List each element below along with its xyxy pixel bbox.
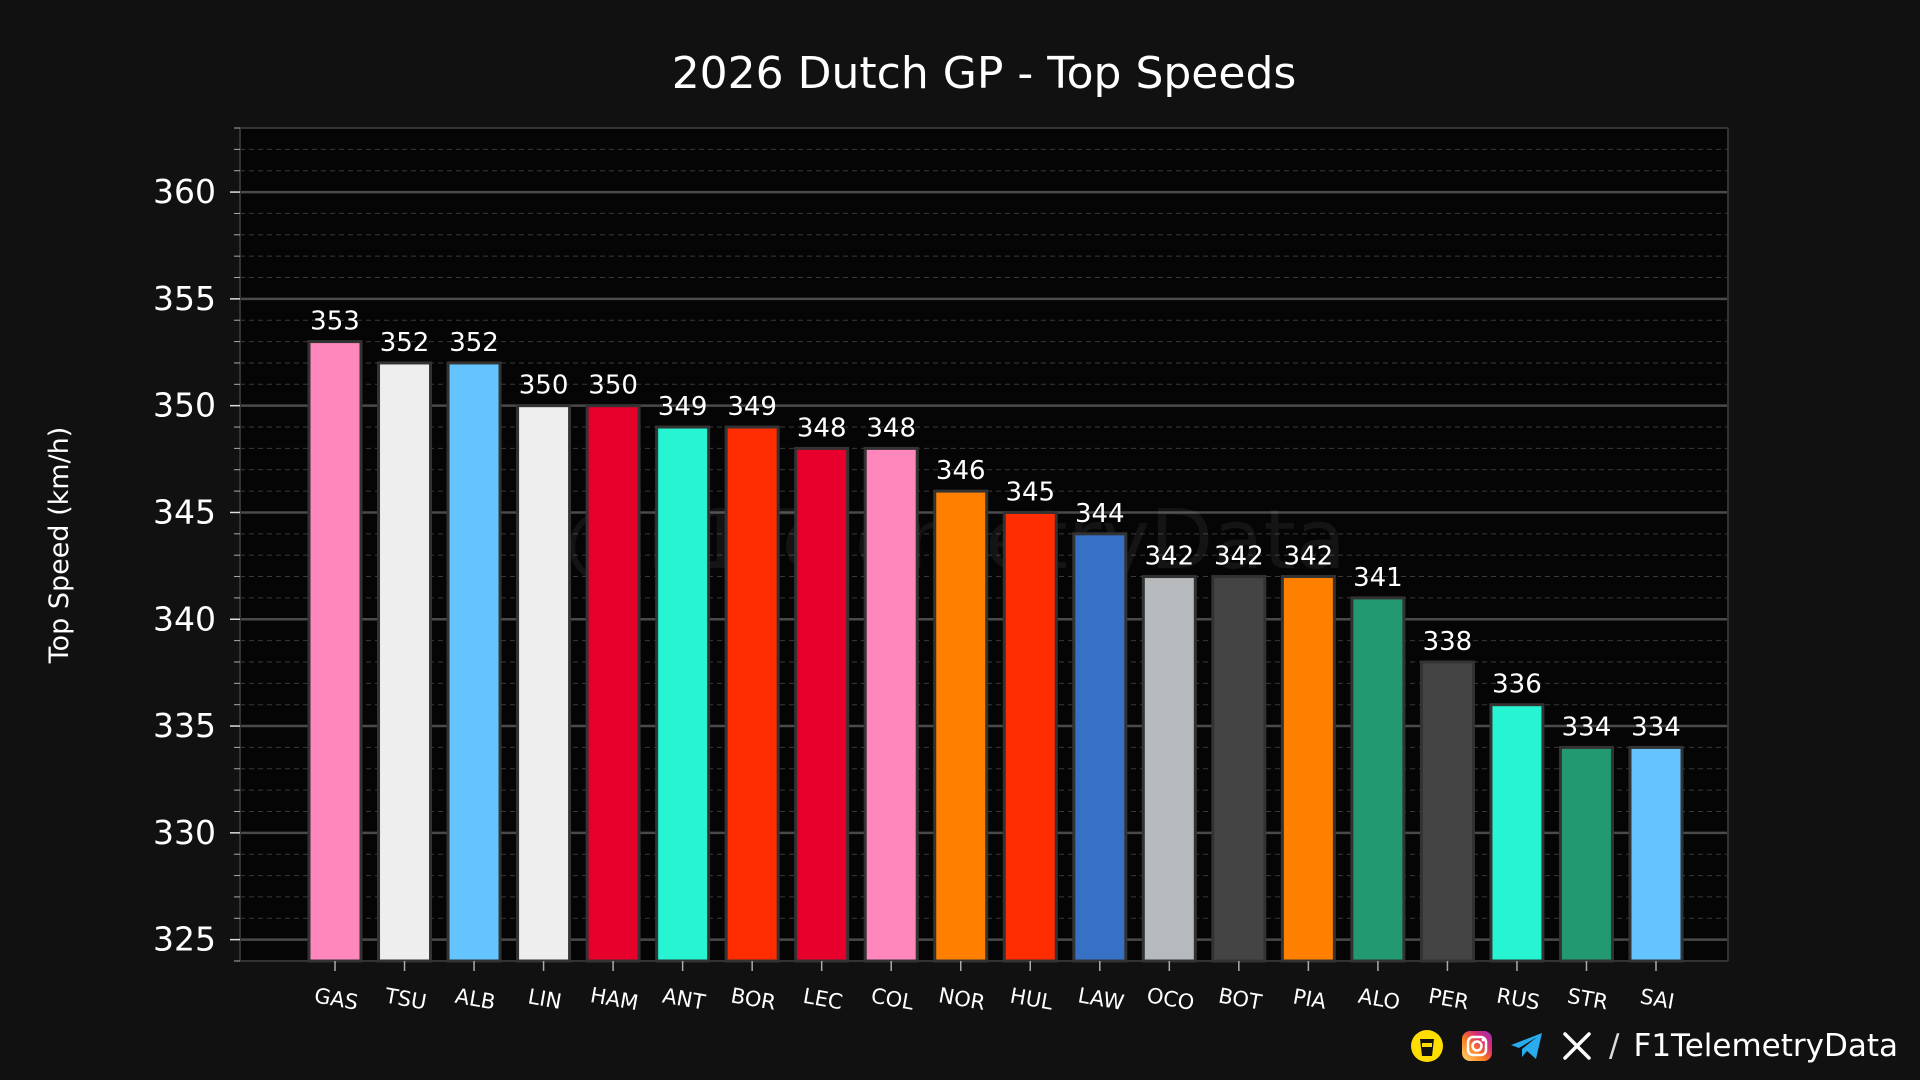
x-tick-label-law: LAW — [1076, 983, 1126, 1015]
value-label-ham: 350 — [588, 371, 638, 401]
bar-oco — [1141, 575, 1197, 963]
y-axis-label: Top Speed (km/h) — [44, 427, 75, 665]
y-tick-label: 335 — [153, 706, 216, 745]
x-tick-label-rus: RUS — [1495, 984, 1542, 1015]
x-tick-label-oco: OCO — [1145, 983, 1196, 1015]
x-tick-label-bor: BOR — [729, 983, 778, 1014]
bar-ant — [655, 425, 711, 963]
x-tick-label-sai: SAI — [1638, 984, 1676, 1014]
x-tick-label-alo: ALO — [1356, 984, 1401, 1015]
bar-hul — [1002, 510, 1058, 963]
chart-title: 2026 Dutch GP - Top Speeds — [672, 48, 1297, 99]
y-tick-label: 325 — [153, 920, 216, 959]
value-label-bor: 349 — [727, 392, 777, 422]
bar-gas — [307, 340, 363, 963]
y-tick-label: 350 — [153, 386, 216, 425]
y-tick-label: 340 — [153, 599, 216, 638]
telegram-icon[interactable] — [1509, 1028, 1545, 1064]
value-label-sai: 334 — [1631, 712, 1681, 742]
value-label-rus: 336 — [1492, 670, 1542, 700]
x-tick-label-lec: LEC — [801, 984, 844, 1015]
y-tick-label: 355 — [153, 279, 216, 318]
bar-col — [863, 446, 919, 963]
value-label-alb: 352 — [449, 328, 499, 358]
value-label-gas: 353 — [310, 307, 360, 337]
x-tick-label-hul: HUL — [1008, 984, 1055, 1015]
value-label-law: 344 — [1075, 499, 1125, 529]
value-label-tsu: 352 — [380, 328, 430, 358]
bar-law — [1072, 532, 1128, 963]
x-tick-label-lin: LIN — [526, 984, 563, 1013]
bar-lec — [794, 446, 850, 963]
y-tick-label: 360 — [153, 172, 216, 211]
x-tick-label-tsu: TSU — [382, 984, 428, 1015]
footer-social: / F1TelemetryData — [1409, 1024, 1898, 1068]
y-tick-label: 330 — [153, 813, 216, 852]
value-label-pia: 342 — [1284, 542, 1334, 572]
bar-per — [1419, 660, 1475, 963]
x-tick-label-ham: HAM — [588, 983, 640, 1015]
bar-pia — [1280, 575, 1336, 963]
bars-group — [307, 340, 1684, 963]
y-tick-label: 345 — [153, 492, 216, 531]
y-axis-ticks: 325 330 335 340 345 350 355 360 — [153, 127, 240, 962]
x-tick-label-pia: PIA — [1291, 984, 1329, 1014]
value-label-lin: 350 — [519, 371, 569, 401]
axes — [239, 127, 1729, 962]
instagram-icon[interactable] — [1459, 1028, 1495, 1064]
footer-handle[interactable]: F1TelemetryData — [1633, 1028, 1898, 1064]
value-label-str: 334 — [1562, 712, 1612, 742]
bar-alb — [446, 361, 502, 963]
value-label-col: 348 — [866, 413, 916, 443]
x-tick-label-str: STR — [1566, 984, 1610, 1015]
bar-nor — [933, 489, 989, 963]
x-tick-label-per: PER — [1427, 984, 1471, 1015]
x-tick-label-nor: NOR — [937, 983, 987, 1015]
bar-rus — [1489, 703, 1545, 963]
bar-str — [1558, 745, 1614, 963]
value-label-alo: 341 — [1353, 563, 1403, 593]
value-label-nor: 346 — [936, 456, 986, 486]
x-icon[interactable] — [1559, 1028, 1595, 1064]
x-tick-label-col: COL — [869, 984, 916, 1015]
bar-tsu — [377, 361, 433, 963]
bar-bor — [724, 425, 780, 963]
value-label-bot: 342 — [1214, 542, 1264, 572]
bar-ham — [585, 404, 641, 963]
x-tick-label-bot: BOT — [1217, 984, 1264, 1015]
value-label-hul: 345 — [1005, 477, 1055, 507]
value-label-ant: 349 — [658, 392, 708, 422]
bar-sai — [1628, 745, 1684, 963]
value-label-oco: 342 — [1144, 542, 1194, 572]
x-tick-label-alb: ALB — [453, 984, 497, 1015]
x-axis-ticks: GAS TSU ALB LIN HAM ANT BOR LEC COL NOR HUL LAW OCO B… — [312, 961, 1676, 1015]
value-labels-group: 353 352 352 350 350 349 349 348 348 346 345 344 342 3… — [310, 307, 1681, 743]
buymeacoffee-icon[interactable] — [1409, 1028, 1445, 1064]
value-label-per: 338 — [1423, 627, 1473, 657]
x-tick-label-gas: GAS — [312, 983, 359, 1014]
bar-lin — [516, 404, 572, 963]
bar-bot — [1211, 575, 1267, 963]
footer-slash: / — [1609, 1028, 1620, 1064]
x-tick-label-ant: ANT — [661, 984, 708, 1015]
value-label-lec: 348 — [797, 413, 847, 443]
bar-alo — [1350, 596, 1406, 963]
